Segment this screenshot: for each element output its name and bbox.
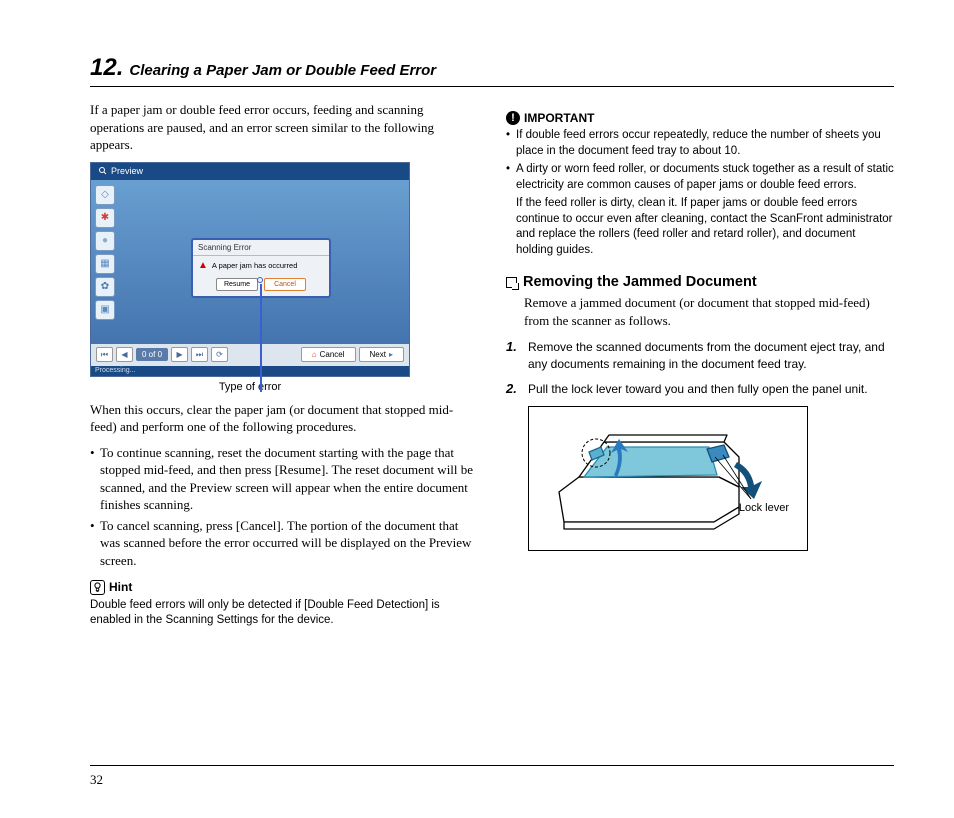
preview-icon bbox=[97, 166, 107, 176]
callout-line bbox=[260, 284, 262, 392]
cancel-button[interactable]: Cancel bbox=[264, 278, 306, 291]
step-1: 1. Remove the scanned documents from the… bbox=[506, 339, 894, 373]
dialog-message: A paper jam has occurred bbox=[212, 261, 297, 270]
left-column: If a paper jam or double feed error occu… bbox=[90, 101, 478, 629]
subheading-text: Removing the Jammed Document bbox=[523, 274, 757, 290]
bottom-cancel-button[interactable]: ⌂Cancel bbox=[301, 347, 356, 362]
thumb-item: ▣ bbox=[95, 300, 115, 320]
important-label: IMPORTANT bbox=[524, 111, 594, 125]
callout-dot bbox=[257, 277, 263, 283]
nav-next-icon[interactable]: ▶ bbox=[171, 347, 188, 362]
thumb-item: ✱ bbox=[95, 208, 115, 228]
step-number: 1. bbox=[506, 339, 522, 373]
bullet-continue-text: To continue scanning, reset the document… bbox=[100, 444, 478, 514]
step-2-text: Pull the lock lever toward you and then … bbox=[528, 381, 868, 398]
hint-label: Hint bbox=[109, 580, 132, 594]
bottom-next-button[interactable]: Next▸ bbox=[359, 347, 404, 362]
screenshot-title: Preview bbox=[111, 166, 143, 176]
intro-paragraph: If a paper jam or double feed error occu… bbox=[90, 101, 478, 154]
section-title: Clearing a Paper Jam or Double Feed Erro… bbox=[129, 62, 436, 79]
nav-first-icon[interactable]: ⏮ bbox=[96, 347, 113, 362]
step-2: 2. Pull the lock lever toward you and th… bbox=[506, 381, 894, 398]
step-1-text: Remove the scanned documents from the do… bbox=[528, 339, 894, 373]
screenshot-titlebar: Preview bbox=[91, 163, 409, 180]
important-bullet-2: • A dirty or worn feed roller, or docume… bbox=[506, 162, 894, 193]
right-column: ! IMPORTANT • If double feed errors occu… bbox=[506, 101, 894, 629]
thumb-item: ● bbox=[95, 231, 115, 251]
section-heading: 12. Clearing a Paper Jam or Double Feed … bbox=[90, 54, 894, 87]
step-number: 2. bbox=[506, 381, 522, 398]
warning-icon: ▲ bbox=[198, 260, 208, 271]
nav-rotate-icon[interactable]: ⟳ bbox=[211, 347, 228, 362]
nav-count: 0 of 0 bbox=[136, 348, 168, 361]
error-screenshot: Preview ◇ ✱ ● ▦ ✿ ▣ Scanning Error ▲ bbox=[90, 162, 410, 377]
nav-prev-icon[interactable]: ◀ bbox=[116, 347, 133, 362]
important-icon: ! bbox=[506, 111, 520, 125]
bullet-cancel: • To cancel scanning, press [Cancel]. Th… bbox=[90, 517, 478, 570]
important-bullet-1: • If double feed errors occur repeatedly… bbox=[506, 128, 894, 159]
thumb-item: ✿ bbox=[95, 277, 115, 297]
bullet-cancel-text: To cancel scanning, press [Cancel]. The … bbox=[100, 517, 478, 570]
important-bullet-2-cont: If the feed roller is dirty, clean it. I… bbox=[516, 196, 894, 258]
subheading-icon bbox=[506, 277, 517, 288]
figure-caption: Type of error bbox=[90, 381, 410, 393]
bullet-continue: • To continue scanning, reset the docume… bbox=[90, 444, 478, 514]
after-figure-paragraph: When this occurs, clear the paper jam (o… bbox=[90, 401, 478, 436]
screenshot-bottom-bar: ⏮ ◀ 0 of 0 ▶ ⏭ ⟳ ⌂Cancel Next▸ bbox=[91, 344, 409, 366]
page-number: 32 bbox=[90, 772, 103, 787]
dialog-title: Scanning Error bbox=[193, 240, 329, 256]
resume-button[interactable]: Resume bbox=[216, 278, 258, 291]
thumb-item: ◇ bbox=[95, 185, 115, 205]
section-number: 12. bbox=[90, 54, 123, 82]
thumb-item: ▦ bbox=[95, 254, 115, 274]
hint-text: Double feed errors will only be detected… bbox=[90, 598, 478, 629]
nav-last-icon[interactable]: ⏭ bbox=[191, 347, 208, 362]
page-footer: 32 bbox=[90, 765, 894, 788]
lock-lever-label: Lock lever bbox=[739, 502, 789, 514]
hint-icon bbox=[90, 580, 105, 595]
screenshot-footer: Processing... bbox=[91, 366, 409, 376]
hint-heading: Hint bbox=[90, 580, 478, 595]
scanner-figure: Lock lever bbox=[528, 406, 808, 551]
important-heading: ! IMPORTANT bbox=[506, 111, 894, 125]
screenshot-thumbnails: ◇ ✱ ● ▦ ✿ ▣ bbox=[95, 185, 115, 320]
subheading-row: Removing the Jammed Document bbox=[506, 274, 894, 290]
subheading-body: Remove a jammed document (or document th… bbox=[524, 294, 894, 329]
